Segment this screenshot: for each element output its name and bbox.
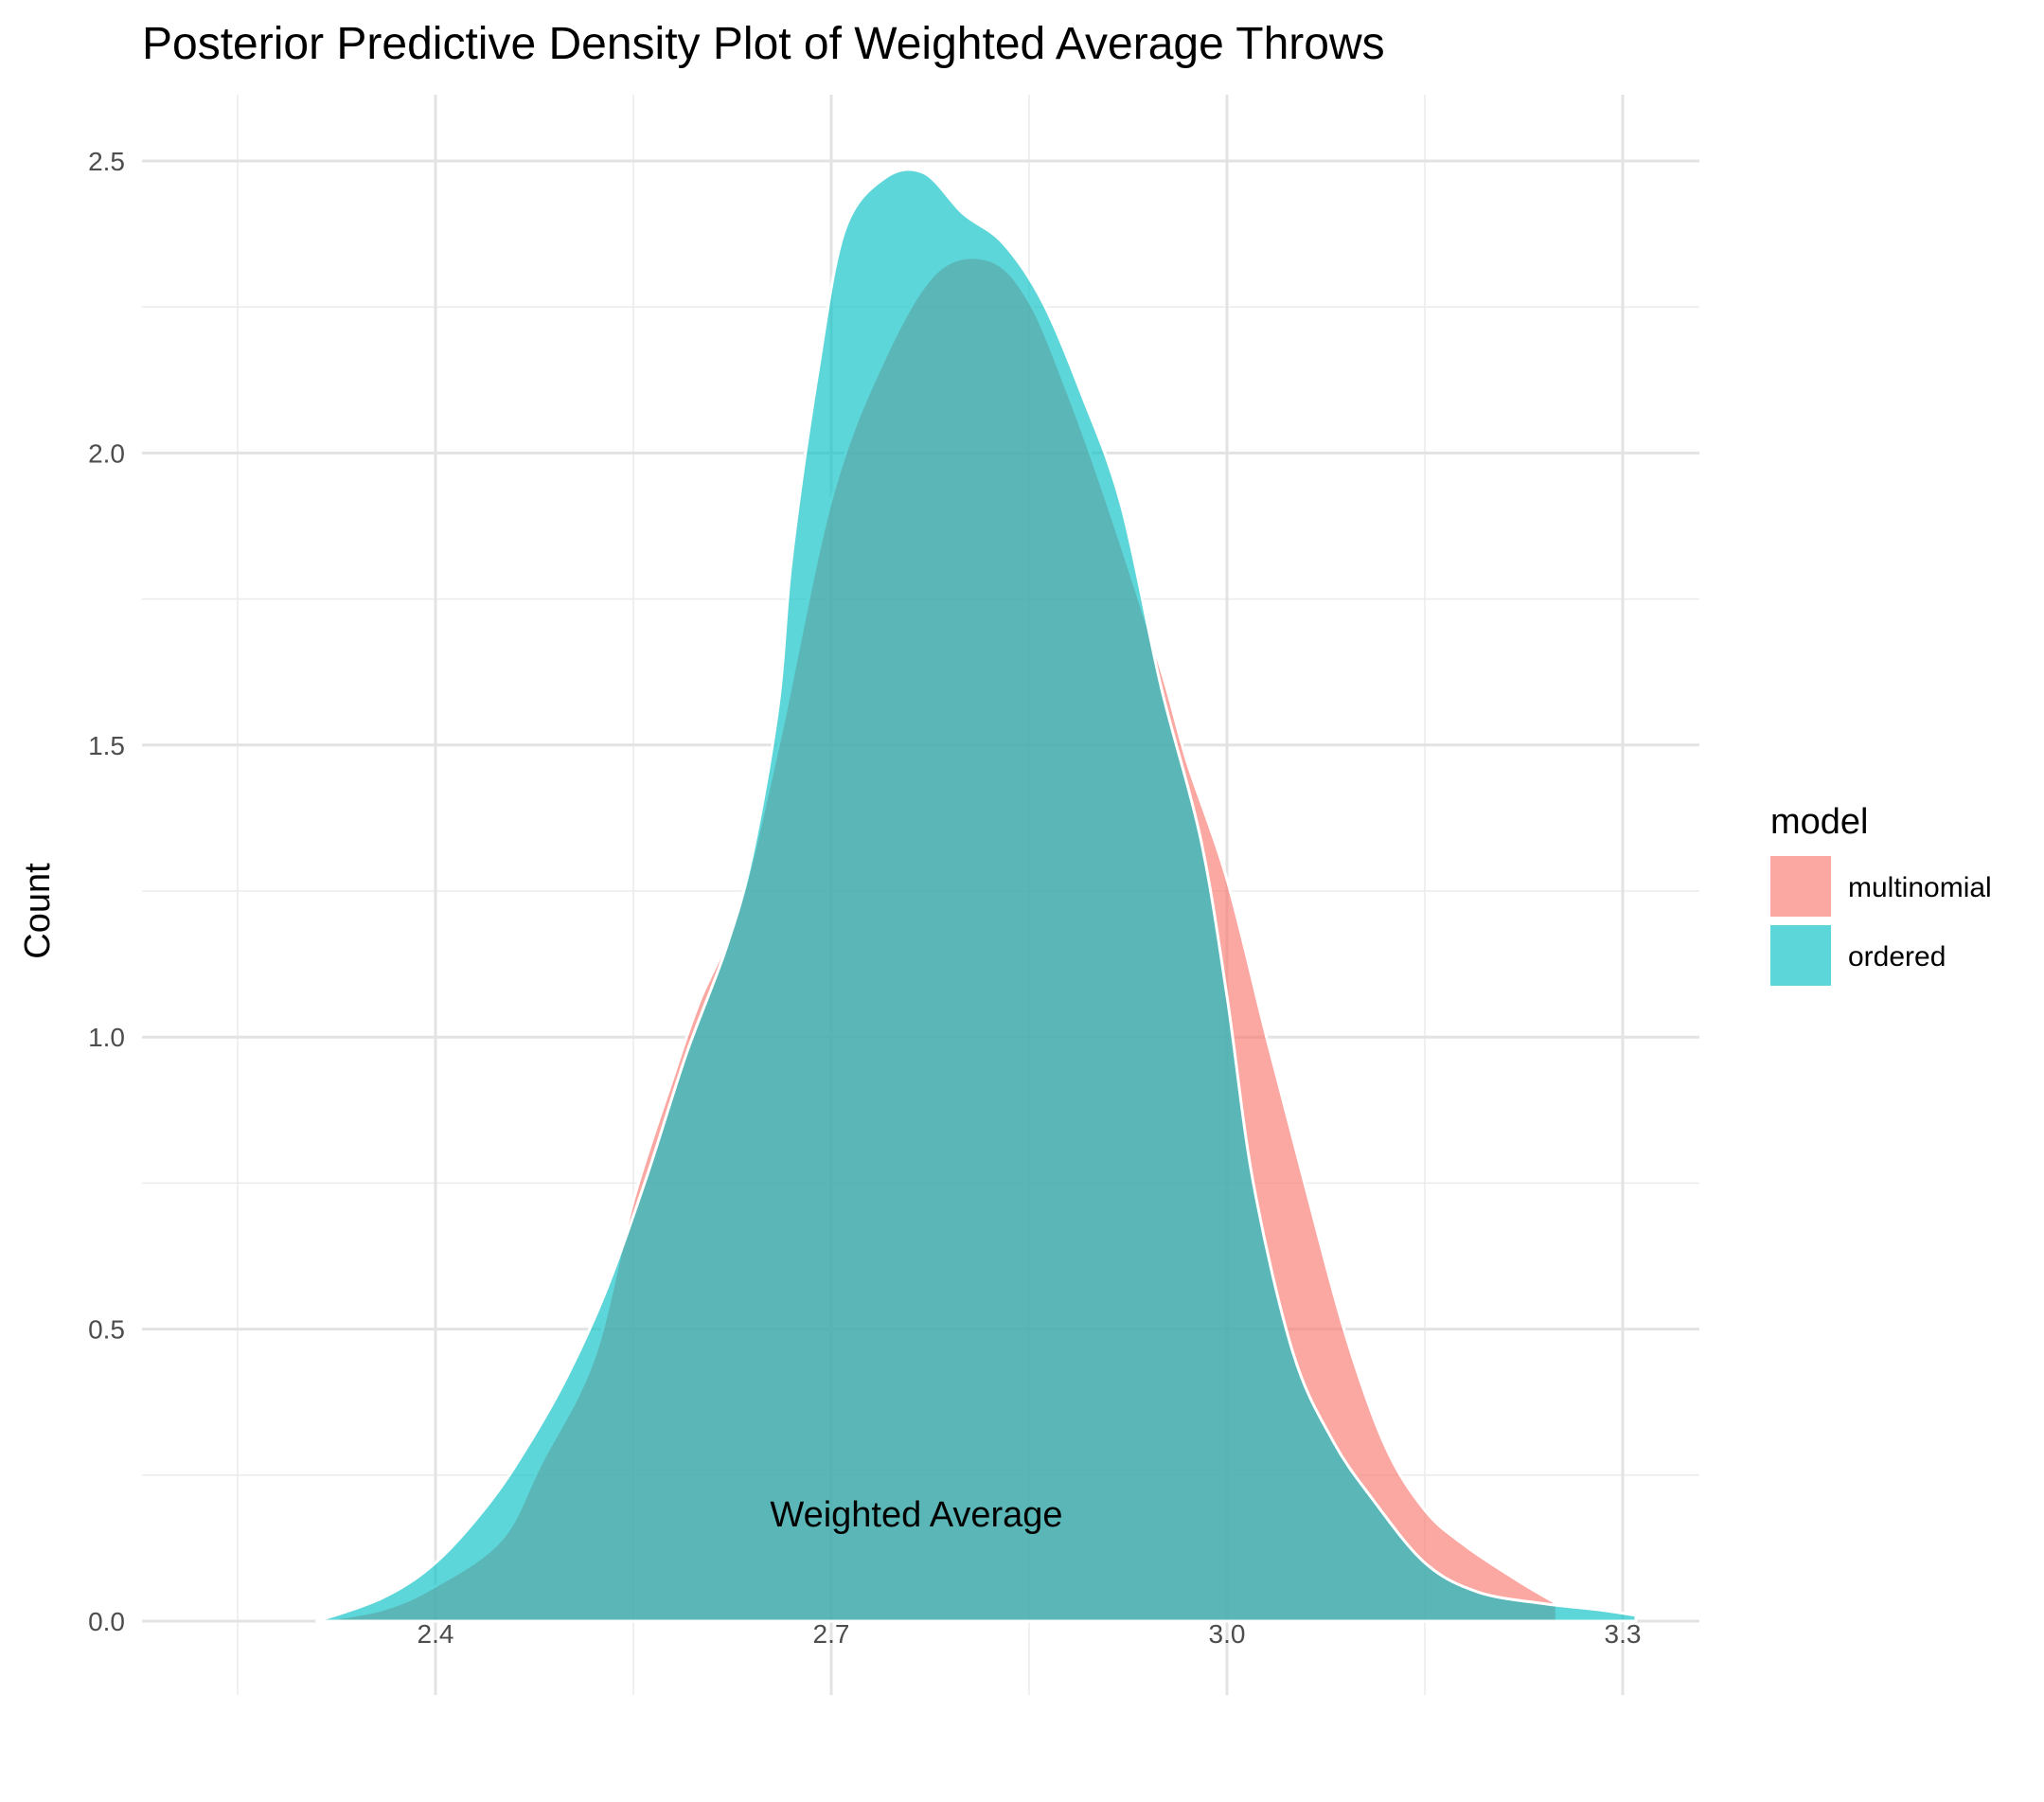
x-axis-title: Weighted Average bbox=[770, 1495, 1062, 1535]
legend-label-multinomial: multinomial bbox=[1848, 872, 1992, 903]
y-tick-label: 1.5 bbox=[88, 731, 125, 760]
legend-swatch-multinomial bbox=[1770, 856, 1831, 917]
y-axis-ticks: 0.0 0.5 1.0 1.5 2.0 2.5 bbox=[88, 147, 125, 1636]
y-axis-title: Count bbox=[18, 863, 58, 959]
legend-label-ordered: ordered bbox=[1848, 941, 1946, 972]
density-area-ordered bbox=[315, 168, 1638, 1623]
legend-title: model bbox=[1770, 802, 1869, 842]
x-tick-label: 2.4 bbox=[418, 1619, 454, 1649]
y-tick-label: 2.5 bbox=[88, 147, 125, 176]
legend-swatch-ordered bbox=[1770, 925, 1831, 986]
y-tick-label: 1.0 bbox=[88, 1023, 125, 1052]
x-tick-label: 3.0 bbox=[1209, 1619, 1246, 1649]
y-tick-label: 2.0 bbox=[88, 438, 125, 468]
legend: model multinomial ordered bbox=[1770, 802, 1992, 986]
chart-title: Posterior Predictive Density Plot of Wei… bbox=[142, 19, 1385, 69]
x-axis-ticks: 2.4 2.7 3.0 3.3 bbox=[418, 1619, 1642, 1649]
y-tick-label: 0.0 bbox=[88, 1607, 125, 1636]
x-tick-label: 2.7 bbox=[813, 1619, 850, 1649]
y-tick-label: 0.5 bbox=[88, 1315, 125, 1345]
density-areas bbox=[315, 168, 1638, 1623]
x-tick-label: 3.3 bbox=[1605, 1619, 1642, 1649]
